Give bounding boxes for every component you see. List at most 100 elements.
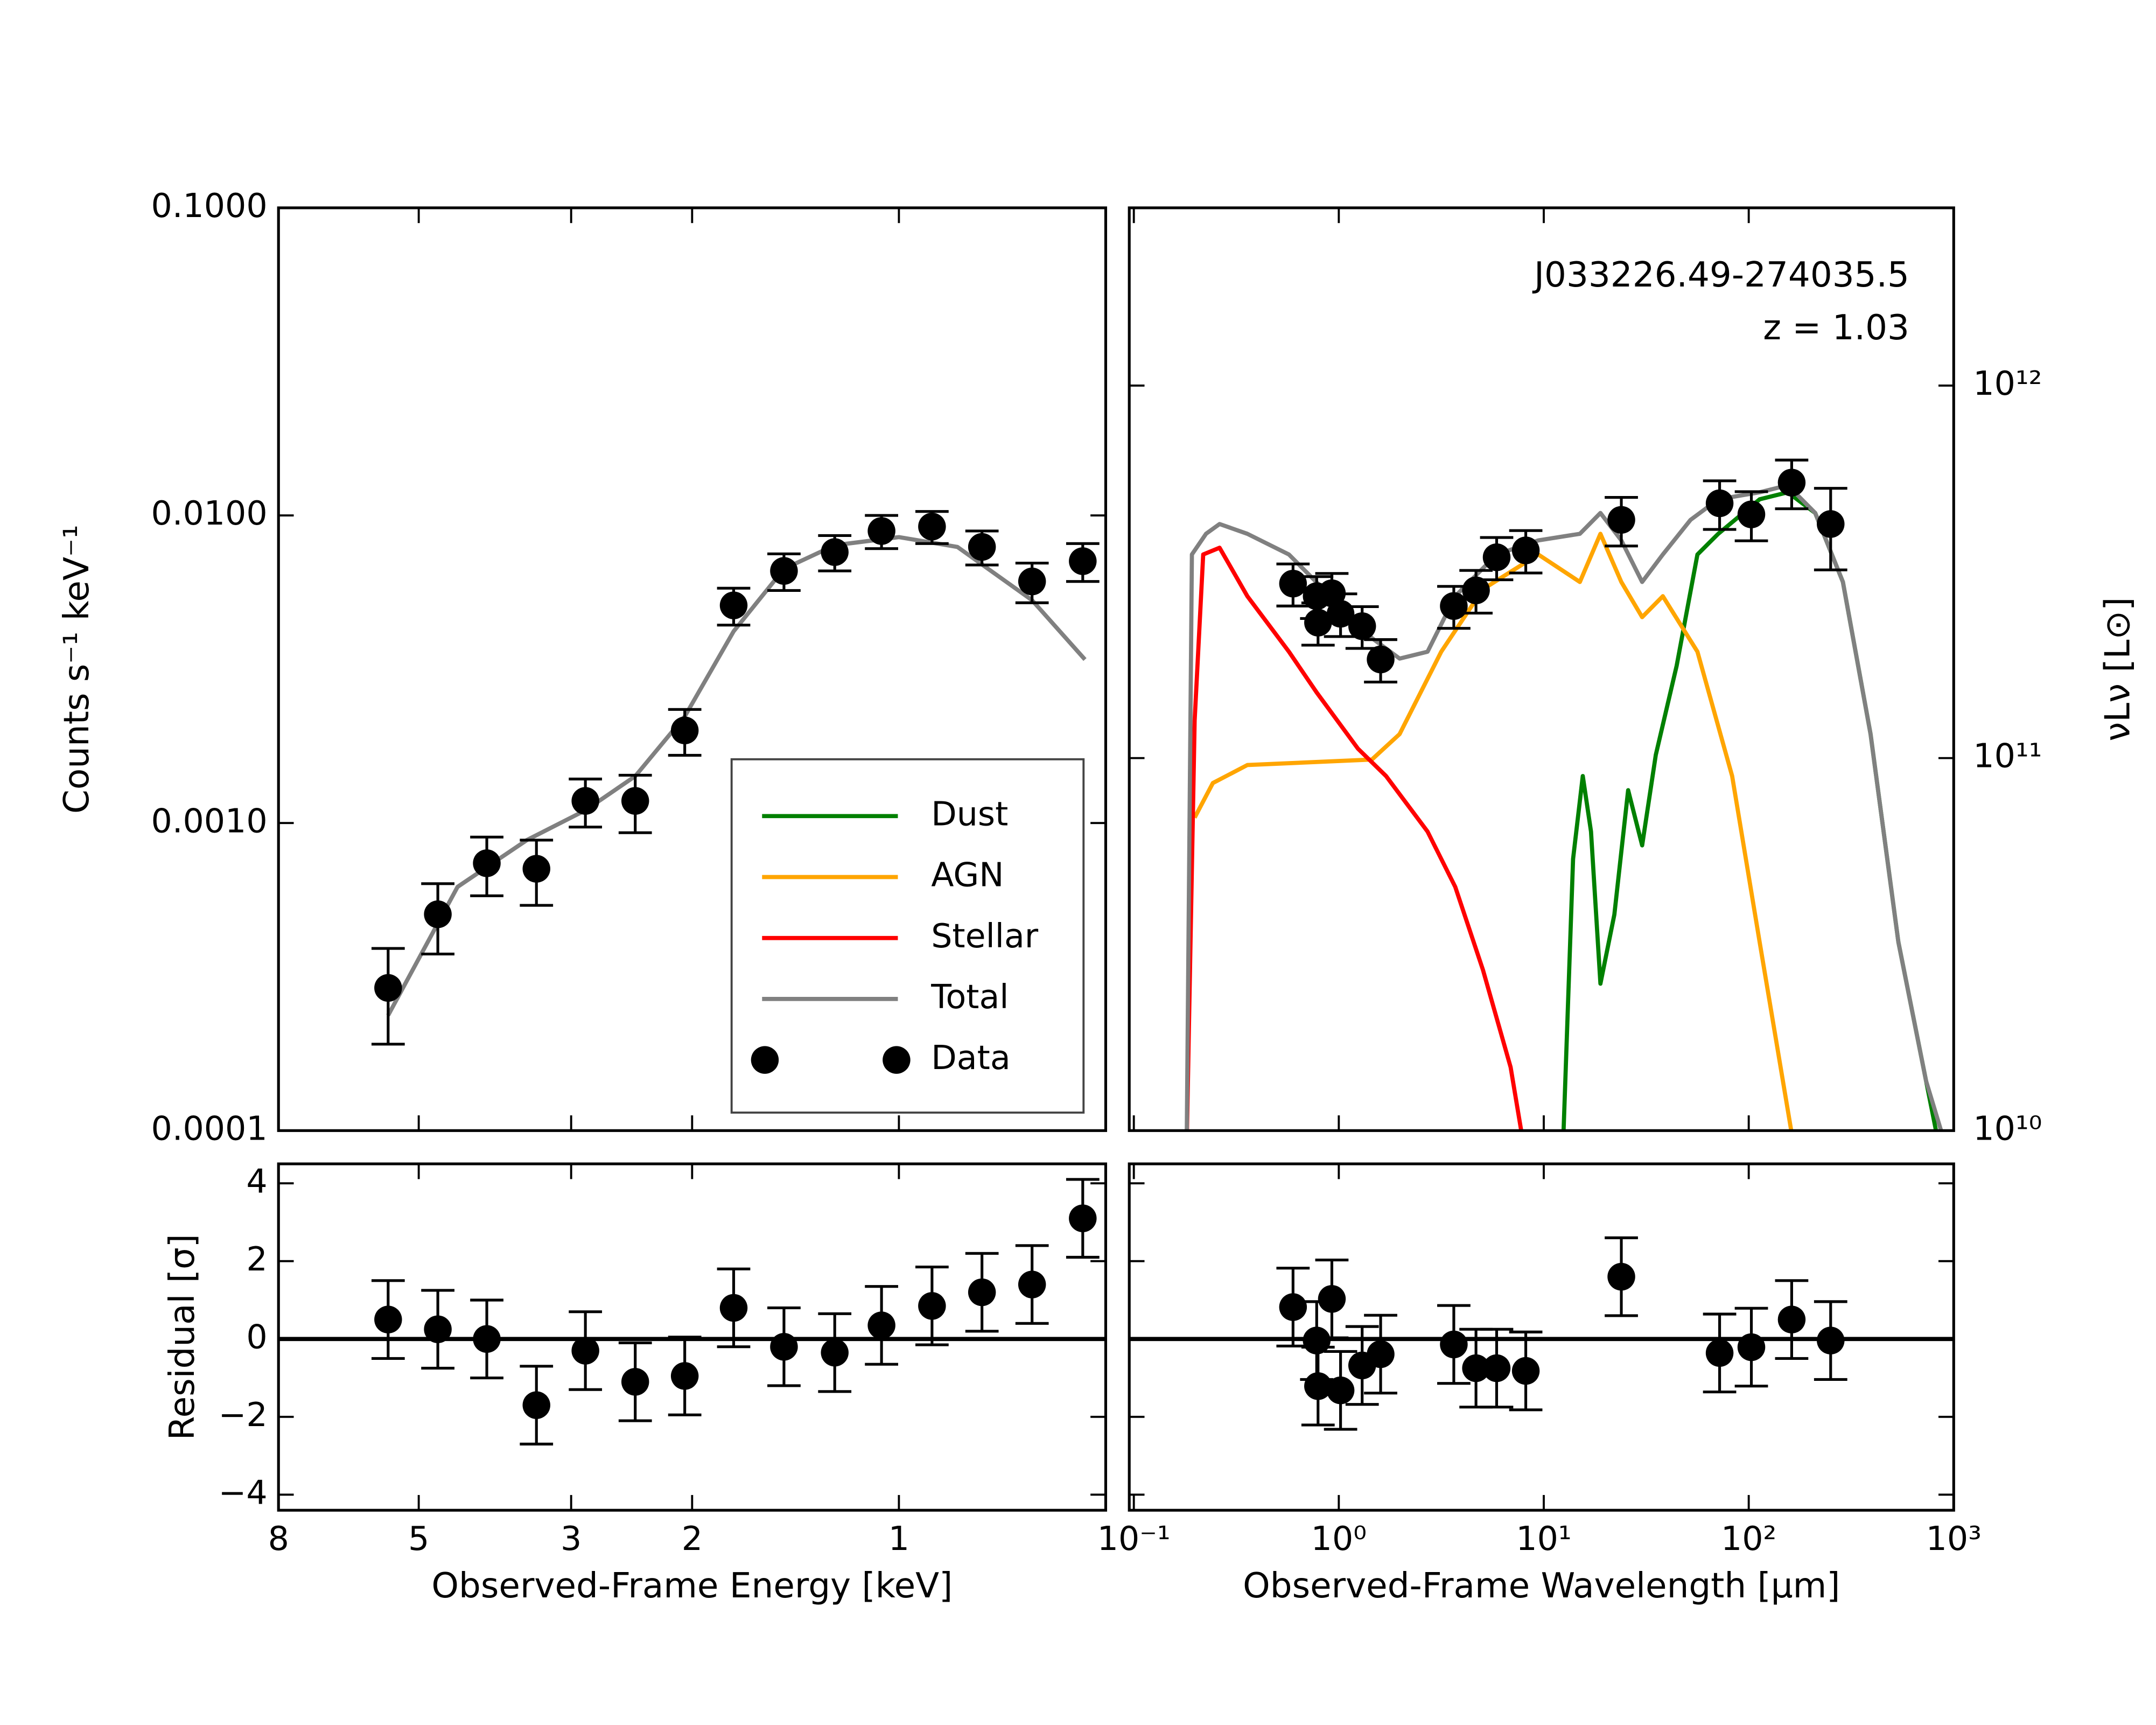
data-point	[670, 1362, 699, 1390]
data-point	[1607, 1262, 1635, 1291]
data-point	[1304, 1372, 1332, 1400]
axes-frame	[1128, 206, 1955, 1132]
data-point	[1777, 1305, 1806, 1333]
data-point	[571, 1337, 599, 1365]
data-point	[1511, 1357, 1540, 1385]
data-point	[968, 1278, 996, 1307]
legend-label: Stellar	[931, 917, 1039, 955]
data-point	[1511, 536, 1540, 564]
data-point	[1367, 1340, 1395, 1368]
legend-swatch	[751, 1046, 779, 1074]
data-point	[1777, 469, 1806, 497]
data-point	[770, 557, 798, 585]
data-point	[621, 787, 649, 815]
data-point	[424, 1315, 452, 1343]
data-point	[1318, 1285, 1346, 1313]
legend-swatch	[883, 1046, 911, 1074]
x-tick-label: 1	[888, 1519, 909, 1558]
data-point	[1462, 1354, 1490, 1382]
data-point	[522, 1391, 550, 1419]
data-point	[1069, 547, 1097, 575]
data-point	[1737, 500, 1766, 528]
data-point	[1367, 645, 1395, 674]
x-tick-label: 5	[408, 1519, 429, 1558]
y-tick-label: 10¹²	[1973, 364, 2042, 403]
x-tick-label: 8	[268, 1519, 289, 1558]
data-point	[1737, 1333, 1766, 1361]
legend-label: Dust	[931, 794, 1008, 833]
model-line	[1185, 483, 1943, 1131]
y-tick-label: 10¹⁰	[1973, 1109, 2042, 1148]
data-point	[670, 716, 699, 744]
x-tick-label: 2	[682, 1519, 703, 1558]
data-point	[1440, 1330, 1468, 1359]
panel: 10⁻¹ 10⁰ 10¹ 10² 10³ Observed-Frame Wavelengt…	[1097, 1162, 1982, 1606]
legend-label: Total	[930, 977, 1009, 1016]
data-point	[1018, 1270, 1046, 1298]
data-point	[968, 533, 996, 561]
y-axis-label: Residual [σ]	[162, 1234, 202, 1440]
y-tick-label: 0.0001	[151, 1109, 268, 1148]
panel: 10¹⁰ 10¹¹ 10¹² νLν [L⊙] J033226.49-274035.5 z…	[1128, 206, 2138, 1148]
x-tick-label: 10¹	[1516, 1519, 1571, 1558]
x-tick-label: 3	[561, 1519, 582, 1558]
data-point	[1069, 1204, 1097, 1232]
data-point	[1279, 1293, 1307, 1321]
y-axis-label: νLν [L⊙]	[2098, 597, 2138, 742]
y-tick-label: 2	[246, 1240, 267, 1279]
y-tick-label: 0	[246, 1317, 267, 1356]
x-axis-label: Observed-Frame Energy [keV]	[431, 1566, 953, 1606]
model-line	[1185, 546, 1523, 1131]
y-tick-label: 10¹¹	[1973, 737, 2042, 776]
plot-area	[1185, 483, 1943, 1131]
data-point	[424, 900, 452, 928]
data-point	[770, 1332, 798, 1361]
y-tick-label: 0.0100	[151, 494, 268, 533]
data-point	[1482, 1354, 1511, 1382]
data-point	[621, 1368, 649, 1396]
data-point	[821, 1338, 849, 1367]
panel: −4 −2 0 2 4 8 5 3 2 1 Observed-Frame Energy [keV] R…	[162, 1162, 1108, 1606]
annotation: J033226.49-274035.5	[1532, 255, 1909, 295]
legend: Dust AGN Stellar Total Data	[730, 758, 1085, 1114]
x-axis-label: Observed-Frame Wavelength [μm]	[1243, 1566, 1840, 1606]
x-tick-label: 10³	[1926, 1519, 1982, 1558]
data-point	[1817, 510, 1845, 538]
panel: 0.0001 0.0010 0.0100 0.1000 Counts s⁻¹ keV⁻¹	[57, 186, 1108, 1148]
y-axis-label: Counts s⁻¹ keV⁻¹	[57, 525, 97, 814]
legend-label: AGN	[931, 856, 1004, 895]
x-tick-label: 10²	[1721, 1519, 1776, 1558]
data-point	[1817, 1326, 1845, 1354]
data-point	[918, 1292, 946, 1320]
y-tick-label: 4	[246, 1162, 267, 1200]
data-point	[1326, 1376, 1355, 1405]
data-point	[1482, 543, 1511, 571]
y-tick-label: −2	[219, 1395, 268, 1434]
y-tick-label: 0.0010	[151, 801, 268, 840]
data-point	[719, 591, 748, 619]
data-point	[1348, 612, 1376, 640]
data-point	[867, 1311, 895, 1339]
data-point	[1705, 489, 1734, 518]
data-point	[473, 849, 501, 877]
x-tick-label: 10⁻¹	[1097, 1519, 1171, 1558]
data-point	[719, 1294, 748, 1322]
data-point	[867, 517, 895, 545]
y-tick-label: −4	[219, 1473, 268, 1512]
data-point	[821, 538, 849, 566]
annotation: z = 1.03	[1763, 308, 1909, 348]
data-point	[473, 1325, 501, 1353]
data-point	[918, 512, 946, 541]
data-point	[1279, 569, 1307, 598]
y-tick-label: 0.1000	[151, 186, 268, 225]
data-point	[374, 1305, 402, 1333]
data-point	[571, 787, 599, 815]
data-point	[1607, 506, 1635, 534]
data-point	[522, 855, 550, 883]
data-point	[1705, 1339, 1734, 1367]
data-point	[1462, 576, 1490, 604]
x-tick-label: 10⁰	[1311, 1519, 1367, 1558]
